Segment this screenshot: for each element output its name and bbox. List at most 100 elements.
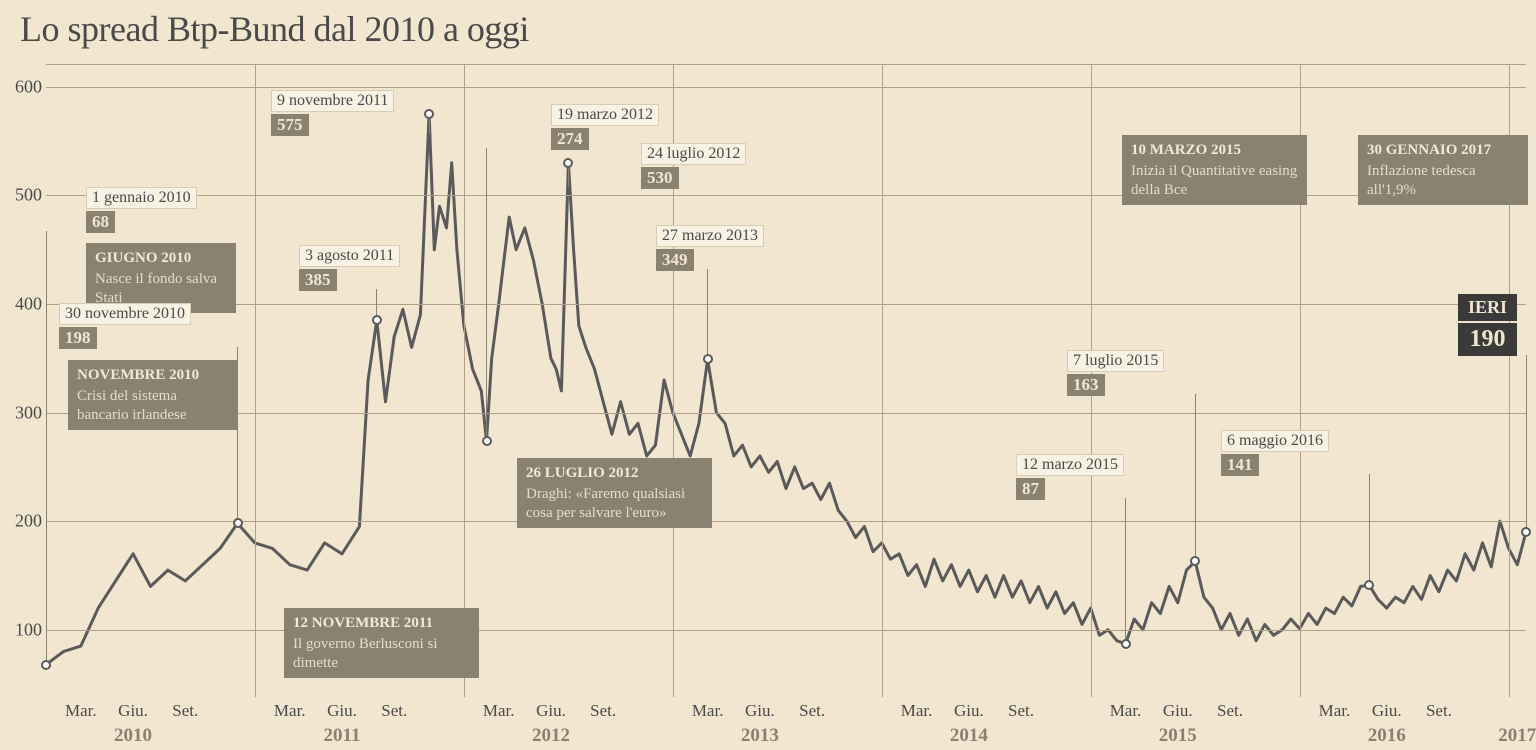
callout-date: 9 novembre 2011 xyxy=(271,90,394,112)
x-tick-year: 2010 xyxy=(114,725,152,747)
data-marker xyxy=(1121,639,1131,649)
x-tick-month: Set. xyxy=(1426,701,1452,721)
callout: 1 gennaio 201068 xyxy=(86,187,197,233)
final-label: IERI xyxy=(1458,294,1517,321)
event-date: GIUGNO 2010 xyxy=(95,249,227,268)
gridline xyxy=(46,87,1526,88)
data-marker xyxy=(41,660,51,670)
callout-value: 68 xyxy=(86,211,115,233)
event-annotation: 26 LUGLIO 2012 Draghi: «Faremo qualsiasi … xyxy=(517,458,712,528)
x-tick-year: 2015 xyxy=(1159,725,1197,747)
data-marker xyxy=(482,436,492,446)
callout-date: 3 agosto 2011 xyxy=(299,245,400,267)
callout-date: 12 marzo 2015 xyxy=(1016,454,1124,476)
x-tick-month: Set. xyxy=(799,701,825,721)
x-tick-year: 2014 xyxy=(950,725,988,747)
y-tick-label: 100 xyxy=(4,619,42,640)
x-tick-month: Mar. xyxy=(901,701,933,721)
callout-connector xyxy=(707,269,708,359)
callout: 30 novembre 2010198 xyxy=(59,303,191,349)
x-tick-month: Giu. xyxy=(954,701,984,721)
callout-connector xyxy=(486,148,487,441)
event-text: Crisi del sistema bancario irlandese xyxy=(77,388,187,423)
data-marker xyxy=(233,518,243,528)
x-tick-month: Mar. xyxy=(1319,701,1351,721)
callout-value: 198 xyxy=(59,327,97,349)
callout-value: 575 xyxy=(271,114,309,136)
callout: 12 marzo 201587 xyxy=(1016,454,1124,500)
gridline xyxy=(46,304,1526,305)
final-marker xyxy=(1521,527,1531,537)
data-marker xyxy=(1364,580,1374,590)
x-tick-month: Mar. xyxy=(483,701,515,721)
x-tick-year: 2011 xyxy=(324,725,361,747)
x-tick-year: 2013 xyxy=(741,725,779,747)
event-date: 12 NOVEMBRE 2011 xyxy=(293,614,470,633)
event-date: 10 MARZO 2015 xyxy=(1131,141,1298,160)
gridline xyxy=(46,521,1526,522)
gridline xyxy=(46,413,1526,414)
x-tick-month: Mar. xyxy=(65,701,97,721)
event-date: 26 LUGLIO 2012 xyxy=(526,464,703,483)
callout-date: 30 novembre 2010 xyxy=(59,303,191,325)
data-marker xyxy=(424,109,434,119)
callout-date: 6 maggio 2016 xyxy=(1221,430,1329,452)
callout-value: 87 xyxy=(1016,478,1045,500)
x-tick-month: Giu. xyxy=(1163,701,1193,721)
y-tick-label: 200 xyxy=(4,511,42,532)
event-text: Nasce il fondo salva Stati xyxy=(95,271,217,306)
x-tick-month: Giu. xyxy=(536,701,566,721)
data-marker xyxy=(1190,556,1200,566)
callout: 9 novembre 2011575 xyxy=(271,90,394,136)
x-tick-year: 2017 xyxy=(1498,725,1536,747)
plot-region: 100200300400500600Mar.Giu.Set.2010Mar.Gi… xyxy=(46,64,1526,694)
x-tick-month: Set. xyxy=(172,701,198,721)
x-tick-month: Set. xyxy=(590,701,616,721)
final-value: 190 xyxy=(1458,323,1517,356)
event-text: Inizia il Quantitative easing della Bce xyxy=(1131,163,1297,198)
event-annotation: 30 GENNAIO 2017 Inflazione tedesca all'1,… xyxy=(1358,135,1528,205)
event-annotation: 10 MARZO 2015 Inizia il Quantitative easi… xyxy=(1122,135,1307,205)
year-divider xyxy=(882,65,883,697)
callout: 24 luglio 2012530 xyxy=(641,143,746,189)
x-tick-year: 2016 xyxy=(1368,725,1406,747)
x-tick-month: Giu. xyxy=(1372,701,1402,721)
event-date: 30 GENNAIO 2017 xyxy=(1367,141,1519,160)
final-value-badge: IERI 190 xyxy=(1458,294,1517,356)
data-marker xyxy=(703,354,713,364)
event-text: Il governo Berlusconi si dimette xyxy=(293,636,438,671)
x-tick-month: Set. xyxy=(381,701,407,721)
x-tick-month: Set. xyxy=(1008,701,1034,721)
chart-area: 100200300400500600Mar.Giu.Set.2010Mar.Gi… xyxy=(46,64,1526,694)
event-text: Inflazione tedesca all'1,9% xyxy=(1367,163,1476,198)
callout-value: 163 xyxy=(1067,374,1105,396)
y-tick-label: 600 xyxy=(4,76,42,97)
callout-value: 349 xyxy=(656,249,694,271)
callout-date: 27 marzo 2013 xyxy=(656,225,764,247)
year-divider xyxy=(255,65,256,697)
x-tick-month: Giu. xyxy=(327,701,357,721)
y-tick-label: 400 xyxy=(4,293,42,314)
data-marker xyxy=(563,158,573,168)
event-date: NOVEMBRE 2010 xyxy=(77,366,229,385)
x-tick-month: Mar. xyxy=(692,701,724,721)
callout-date: 19 marzo 2012 xyxy=(551,104,659,126)
final-connector xyxy=(1526,355,1527,532)
callout-connector xyxy=(1195,394,1196,561)
x-tick-year: 2012 xyxy=(532,725,570,747)
y-tick-label: 500 xyxy=(4,185,42,206)
callout-value: 141 xyxy=(1221,454,1259,476)
gridline xyxy=(46,630,1526,631)
x-tick-month: Giu. xyxy=(118,701,148,721)
callout: 7 luglio 2015163 xyxy=(1067,350,1164,396)
callout-value: 530 xyxy=(641,167,679,189)
callout-connector xyxy=(46,231,47,665)
event-annotation: NOVEMBRE 2010 Crisi del sistema bancario … xyxy=(68,360,238,430)
x-tick-month: Giu. xyxy=(745,701,775,721)
x-tick-month: Mar. xyxy=(274,701,306,721)
year-divider xyxy=(464,65,465,697)
event-text: Draghi: «Faremo qualsiasi cosa per salva… xyxy=(526,486,685,521)
callout: 27 marzo 2013349 xyxy=(656,225,764,271)
callout-date: 24 luglio 2012 xyxy=(641,143,746,165)
callout: 3 agosto 2011385 xyxy=(299,245,400,291)
